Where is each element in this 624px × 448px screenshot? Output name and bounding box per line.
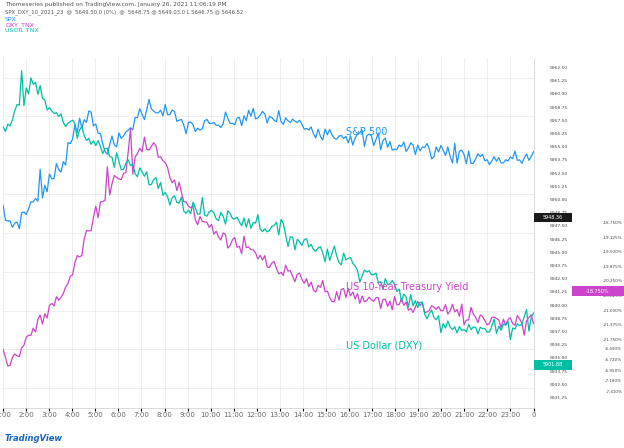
Text: -21.000%: -21.000% [603, 309, 622, 313]
Text: USOIL TNX: USOIL TNX [5, 28, 39, 33]
Text: 5941.25: 5941.25 [550, 290, 568, 294]
Text: 5933.75: 5933.75 [550, 370, 568, 374]
FancyBboxPatch shape [572, 286, 624, 296]
Text: -18.750%: -18.750% [603, 221, 622, 225]
Text: 5956.25: 5956.25 [550, 132, 568, 136]
Text: SPX_DXY_10_2021_23  @  5649.50.0 (0%)  @  5648.75 @ 5649.03.0 L 5646.75 @ 5646.5: SPX_DXY_10_2021_23 @ 5649.50.0 (0%) @ 56… [5, 9, 243, 15]
Text: Themeseries published on TradingView.com, January 26, 2021 11:06:19 PM: Themeseries published on TradingView.com… [5, 2, 227, 7]
Text: -18.750%: -18.750% [586, 289, 610, 294]
Text: TradingView: TradingView [5, 434, 63, 443]
Text: -6.720%: -6.720% [605, 358, 622, 362]
Text: 5962.50: 5962.50 [550, 66, 568, 70]
Text: -6.950%: -6.950% [605, 369, 622, 373]
Text: -20.625%: -20.625% [602, 294, 622, 298]
Text: -20.250%: -20.250% [602, 280, 622, 284]
Text: 5951.25: 5951.25 [550, 185, 568, 189]
Text: 5947.50: 5947.50 [550, 224, 568, 228]
Text: 5952.50: 5952.50 [550, 172, 568, 176]
Text: -7.180%: -7.180% [605, 379, 622, 383]
Text: 5932.50: 5932.50 [550, 383, 568, 387]
Text: US 10-Year Treasury Yield: US 10-Year Treasury Yield [346, 282, 468, 292]
Text: 5960.00: 5960.00 [550, 92, 568, 96]
Text: 5937.50: 5937.50 [550, 330, 568, 334]
Text: 5945.00: 5945.00 [550, 251, 568, 255]
Text: 5940.00: 5940.00 [550, 304, 568, 308]
Text: -7.410%: -7.410% [605, 390, 622, 394]
Text: 5948.75: 5948.75 [550, 211, 568, 215]
Text: SPX: SPX [5, 17, 17, 22]
Text: 5953.75: 5953.75 [550, 158, 568, 162]
Text: 5901.88: 5901.88 [542, 362, 563, 367]
Text: 5943.75: 5943.75 [550, 264, 568, 268]
FancyBboxPatch shape [534, 360, 572, 370]
Text: 5935.00: 5935.00 [550, 356, 568, 360]
Text: -21.750%: -21.750% [603, 338, 622, 342]
Text: S&P 500: S&P 500 [346, 127, 388, 137]
Text: -19.875%: -19.875% [603, 265, 622, 269]
Text: 5938.75: 5938.75 [550, 317, 568, 321]
Text: 5958.75: 5958.75 [550, 106, 568, 110]
Text: -19.500%: -19.500% [603, 250, 622, 254]
Text: -6.490%: -6.490% [605, 348, 622, 351]
Text: US Dollar (DXY): US Dollar (DXY) [346, 340, 422, 350]
FancyBboxPatch shape [534, 212, 572, 222]
Text: 5950.00: 5950.00 [550, 198, 568, 202]
Text: 5946.25: 5946.25 [550, 237, 568, 241]
Text: 5955.00: 5955.00 [550, 145, 568, 149]
Text: -21.375%: -21.375% [603, 323, 622, 327]
Text: 5961.25: 5961.25 [550, 79, 568, 83]
Text: 5957.50: 5957.50 [550, 119, 568, 123]
Text: 5931.25: 5931.25 [550, 396, 568, 400]
Text: 5936.25: 5936.25 [550, 343, 568, 347]
Text: -19.125%: -19.125% [603, 236, 622, 240]
Text: 5942.50: 5942.50 [550, 277, 568, 281]
Text: 5948.36: 5948.36 [542, 215, 563, 220]
Text: DXY_TNX: DXY_TNX [5, 22, 34, 28]
